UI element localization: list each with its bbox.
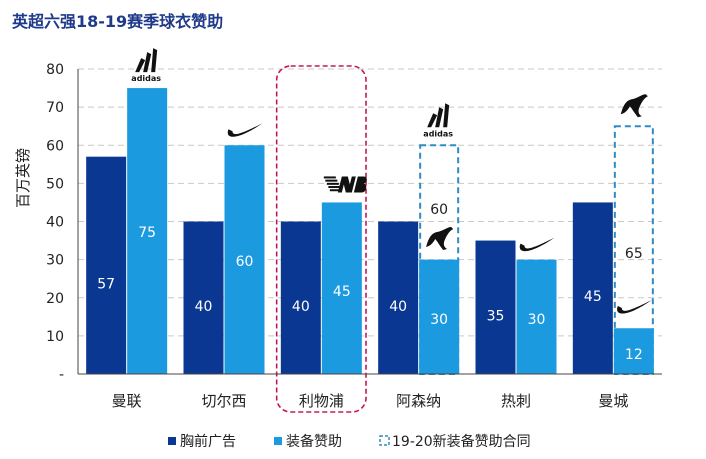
bar-value-label: 40: [389, 299, 407, 315]
y-tick-label: 20: [46, 291, 64, 307]
bar-chest-sponsor: [572, 202, 613, 374]
nike-swoosh-logo: [617, 300, 652, 314]
adidas-logo: adidas: [131, 48, 161, 83]
new-contract-value-label: 60: [430, 202, 448, 218]
bar-kit-sponsor: [127, 88, 168, 374]
y-axis: - 10 20 30 40 50 60 70 80: [46, 62, 79, 383]
nb-stripe: [323, 176, 336, 179]
bar-value-label: 30: [528, 312, 546, 328]
bar-chest-sponsor: [475, 240, 516, 374]
nb-stripe: [326, 182, 339, 185]
bar-chest-sponsor: [183, 221, 224, 374]
bar-chest-sponsor: [378, 221, 419, 374]
puma-cat-shape: [426, 227, 454, 250]
puma-cat-shape: [620, 94, 648, 118]
bar-kit-sponsor: [613, 328, 654, 374]
y-tick-label: 50: [46, 176, 64, 192]
legend-item-new-contract: 19-20新装备赞助合同: [379, 433, 531, 450]
x-category-label: 曼城: [598, 392, 628, 410]
bar-value-label: 57: [97, 276, 115, 292]
gridlines: [78, 68, 662, 337]
nike-swoosh-logo: [227, 123, 263, 137]
adidas-logo: adidas: [423, 103, 453, 138]
y-tick-label: 10: [46, 329, 64, 345]
legend-label: 19-20新装备赞助合同: [392, 433, 531, 450]
bar-kit-sponsor: [224, 145, 265, 374]
y-tick-label: 80: [46, 62, 64, 78]
bar-value-label: 40: [292, 299, 310, 315]
brand-logos: adidas adidas: [131, 48, 652, 314]
adidas-wordmark: adidas: [131, 74, 161, 83]
adidas-stripe: [151, 48, 158, 73]
highlight-box: [275, 65, 367, 413]
x-category-label: 利物浦: [299, 392, 344, 410]
adidas-wordmark: adidas: [423, 129, 453, 138]
chart-title: 英超六强18-19赛季球衣赞助: [12, 12, 224, 31]
adidas-stripe: [443, 103, 450, 128]
bar-value-label: 35: [487, 308, 505, 324]
legend-label: 装备赞助: [286, 433, 342, 450]
legend-swatch: [274, 437, 282, 445]
bar-kit-sponsor: [516, 259, 557, 374]
new-balance-logo: [323, 176, 367, 193]
bar-kit-sponsor: [321, 202, 362, 374]
bar-value-label: 45: [333, 284, 351, 300]
x-category-label: 热刺: [501, 392, 531, 410]
bar-value-label: 45: [584, 289, 602, 305]
nike-swoosh-shape: [227, 123, 263, 137]
x-category-label: 切尔西: [201, 392, 246, 410]
y-tick-label: 30: [46, 253, 64, 269]
x-category-label: 阿森纳: [396, 392, 441, 410]
nike-swoosh-logo: [519, 237, 555, 252]
bar-value-label: 75: [138, 225, 156, 241]
bars: 57 75 40 60 40 45 40 30 60 35 30 45 12 65: [86, 65, 654, 413]
legend: 胸前广告 装备赞助 19-20新装备赞助合同: [168, 433, 531, 450]
y-tick-label: -: [59, 367, 64, 383]
bar-value-label: 40: [195, 299, 213, 315]
bar-value-label: 12: [625, 347, 643, 363]
x-category-label: 曼联: [112, 392, 142, 410]
new-contract-value-label: 65: [625, 246, 643, 262]
legend-item-chest: 胸前广告: [168, 433, 236, 450]
bar-value-label: 30: [430, 312, 448, 328]
nb-stripe: [329, 189, 342, 192]
adidas-stripe: [427, 113, 438, 128]
nike-swoosh-shape: [519, 237, 555, 252]
y-axis-label: 百万英镑: [14, 148, 32, 208]
bar-kit-sponsor: [419, 259, 460, 374]
nb-stripe: [325, 179, 338, 182]
nb-letter-b: [353, 176, 367, 193]
legend-item-kit: 装备赞助: [274, 433, 342, 450]
x-axis: 曼联 切尔西 利物浦 阿森纳 热刺 曼城: [78, 373, 662, 410]
adidas-stripe: [143, 52, 152, 73]
bar-chest-sponsor: [280, 221, 321, 374]
nb-stripe: [328, 186, 341, 189]
y-tick-label: 60: [46, 138, 64, 154]
legend-label: 胸前广告: [180, 433, 236, 450]
adidas-stripe: [435, 107, 444, 128]
adidas-stripe: [135, 58, 146, 73]
legend-swatch: [168, 437, 176, 445]
y-tick-label: 40: [46, 215, 64, 231]
y-tick-label: 70: [46, 100, 64, 116]
bar-chest-sponsor: [86, 156, 127, 374]
puma-logo: [620, 94, 648, 118]
legend-swatch: [379, 435, 390, 446]
bar-value-label: 60: [236, 254, 254, 270]
nike-swoosh-shape: [617, 300, 652, 314]
puma-logo: [426, 227, 454, 250]
nb-letter-n: [337, 176, 356, 193]
